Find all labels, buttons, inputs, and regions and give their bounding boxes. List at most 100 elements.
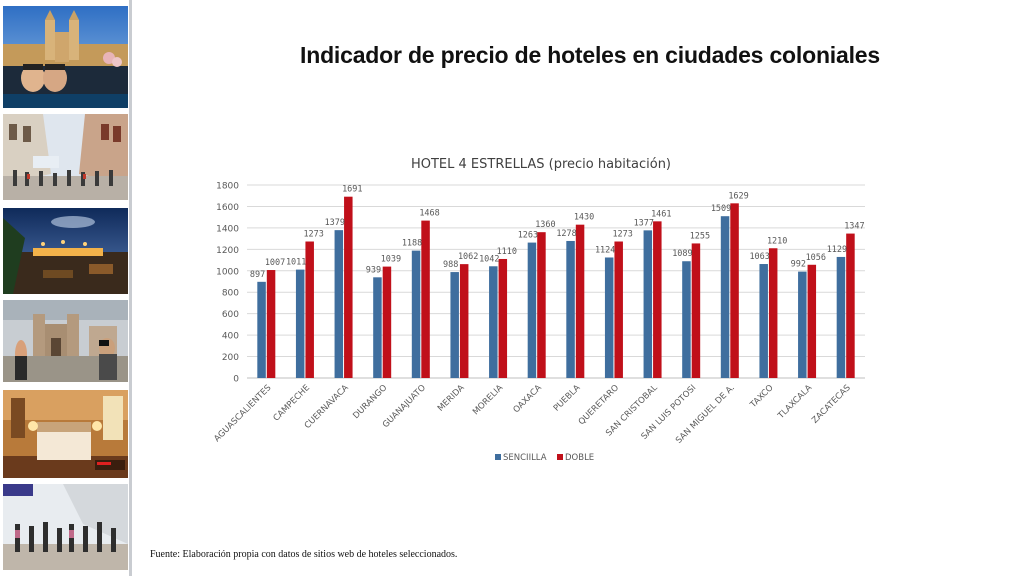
data-label: 1089 [672, 249, 692, 259]
y-tick-label: 200 [222, 353, 239, 363]
data-label: 1377 [634, 218, 654, 228]
data-label: 1273 [303, 230, 323, 240]
bars [257, 196, 855, 378]
y-tick-label: 1200 [216, 246, 239, 256]
data-label: 1468 [419, 209, 439, 219]
y-tick-label: 1400 [216, 224, 239, 234]
bar-doble [382, 266, 392, 378]
photo-hotel-room-icon [3, 390, 128, 478]
y-tick-label: 1600 [216, 203, 239, 213]
chart-title: HOTEL 4 ESTRELLAS (precio habitación) [411, 157, 671, 172]
data-label: 1188 [402, 239, 422, 249]
data-label: 1629 [728, 191, 748, 201]
data-label: 1255 [690, 231, 710, 241]
photo-sidebar [0, 0, 132, 576]
data-label: 1210 [767, 236, 787, 246]
data-label: 1263 [518, 231, 538, 241]
bar-senciilla [527, 242, 537, 378]
slide-title: Indicador de precio de hoteles en ciudad… [300, 42, 880, 68]
bar-senciilla [257, 281, 266, 378]
bar-doble [266, 270, 276, 378]
bar-senciilla [720, 216, 730, 378]
y-tick-label: 1800 [216, 182, 239, 192]
photo-walkway-crowd-icon [3, 484, 128, 570]
data-label: 1129 [827, 245, 847, 255]
data-label: 1039 [381, 255, 401, 265]
data-label: 1110 [497, 247, 517, 257]
bar-doble [730, 203, 739, 378]
price-chart: HOTEL 4 ESTRELLAS (precio habitación) 0 2… [205, 148, 875, 478]
bar-senciilla [373, 277, 382, 378]
x-tick-label: MERIDA [436, 383, 467, 414]
data-label: 1062 [458, 252, 478, 262]
legend-label-senciilla: SENCIILLA [503, 453, 547, 463]
bar-senciilla [334, 230, 344, 378]
data-label: 992 [791, 260, 806, 270]
bar-doble [807, 264, 817, 378]
y-tick-label: 400 [222, 332, 239, 342]
bar-doble [537, 232, 546, 378]
bar-doble [459, 264, 469, 378]
data-label: 1379 [325, 218, 345, 228]
photo-colonial-street-icon [3, 114, 128, 200]
data-label: 939 [366, 265, 381, 275]
data-label: 1347 [844, 222, 864, 232]
x-tick-label: CAMPECHE [272, 383, 313, 424]
bar-doble [421, 220, 430, 378]
sidebar-divider [129, 0, 132, 576]
bar-senciilla [295, 269, 305, 378]
bar-senciilla [759, 264, 768, 378]
source-note: Fuente: Elaboración propia con datos de … [150, 549, 458, 560]
photo-pool-cathedral-icon [3, 6, 128, 108]
bar-doble [691, 243, 701, 378]
data-label: 988 [443, 260, 458, 270]
bar-senciilla [604, 257, 614, 378]
photo-church-plaza-icon [3, 300, 128, 382]
bar-doble [846, 233, 855, 378]
legend-swatch-doble [557, 454, 563, 460]
chart-legend: SENCIILLA DOBLE [495, 453, 594, 463]
photo-terrace-night-icon [3, 208, 128, 294]
y-tick-label: 0 [233, 375, 239, 385]
data-label: 897 [250, 270, 265, 280]
data-label: 1430 [574, 213, 594, 223]
bar-senciilla [566, 240, 575, 378]
y-tick-label: 800 [222, 289, 239, 299]
bar-senciilla [643, 230, 653, 378]
bar-doble [614, 241, 623, 378]
bar-doble [575, 224, 585, 378]
data-label: 1042 [479, 254, 499, 264]
bar-senciilla [411, 250, 421, 378]
legend-swatch-senciilla [495, 454, 501, 460]
data-label: 1063 [749, 252, 769, 262]
data-label: 1124 [595, 245, 615, 255]
bar-doble [498, 258, 508, 378]
bar-senciilla [682, 261, 691, 378]
x-tick-label: MORELIA [471, 383, 505, 417]
x-tick-label: DURANGO [351, 383, 389, 421]
x-tick-label: OAXACA [512, 383, 544, 415]
data-label: 1273 [612, 230, 632, 240]
data-label: 1461 [651, 209, 671, 219]
data-label: 1509 [711, 204, 731, 214]
data-label: 1278 [556, 229, 576, 239]
bar-senciilla [450, 272, 459, 378]
bar-doble [768, 248, 778, 378]
x-tick-label: TLAXCALA [776, 383, 815, 422]
bar-senciilla [798, 271, 807, 378]
bar-senciilla [489, 266, 498, 378]
bar-chart-svg: HOTEL 4 ESTRELLAS (precio habitación) 0 2… [212, 157, 865, 463]
data-label: 1691 [342, 185, 362, 195]
data-label: 1360 [535, 220, 555, 230]
bar-senciilla [836, 256, 846, 378]
y-tick-label: 600 [222, 310, 239, 320]
data-label: 1007 [265, 258, 285, 268]
legend-label-doble: DOBLE [565, 453, 594, 463]
y-axis-ticks: 0 200 400 600 800 1000 1200 1400 1600 1800 [216, 182, 239, 385]
bar-doble [653, 221, 662, 378]
data-label: 1011 [286, 258, 306, 268]
bar-doble [344, 196, 353, 378]
bar-doble [305, 241, 314, 378]
